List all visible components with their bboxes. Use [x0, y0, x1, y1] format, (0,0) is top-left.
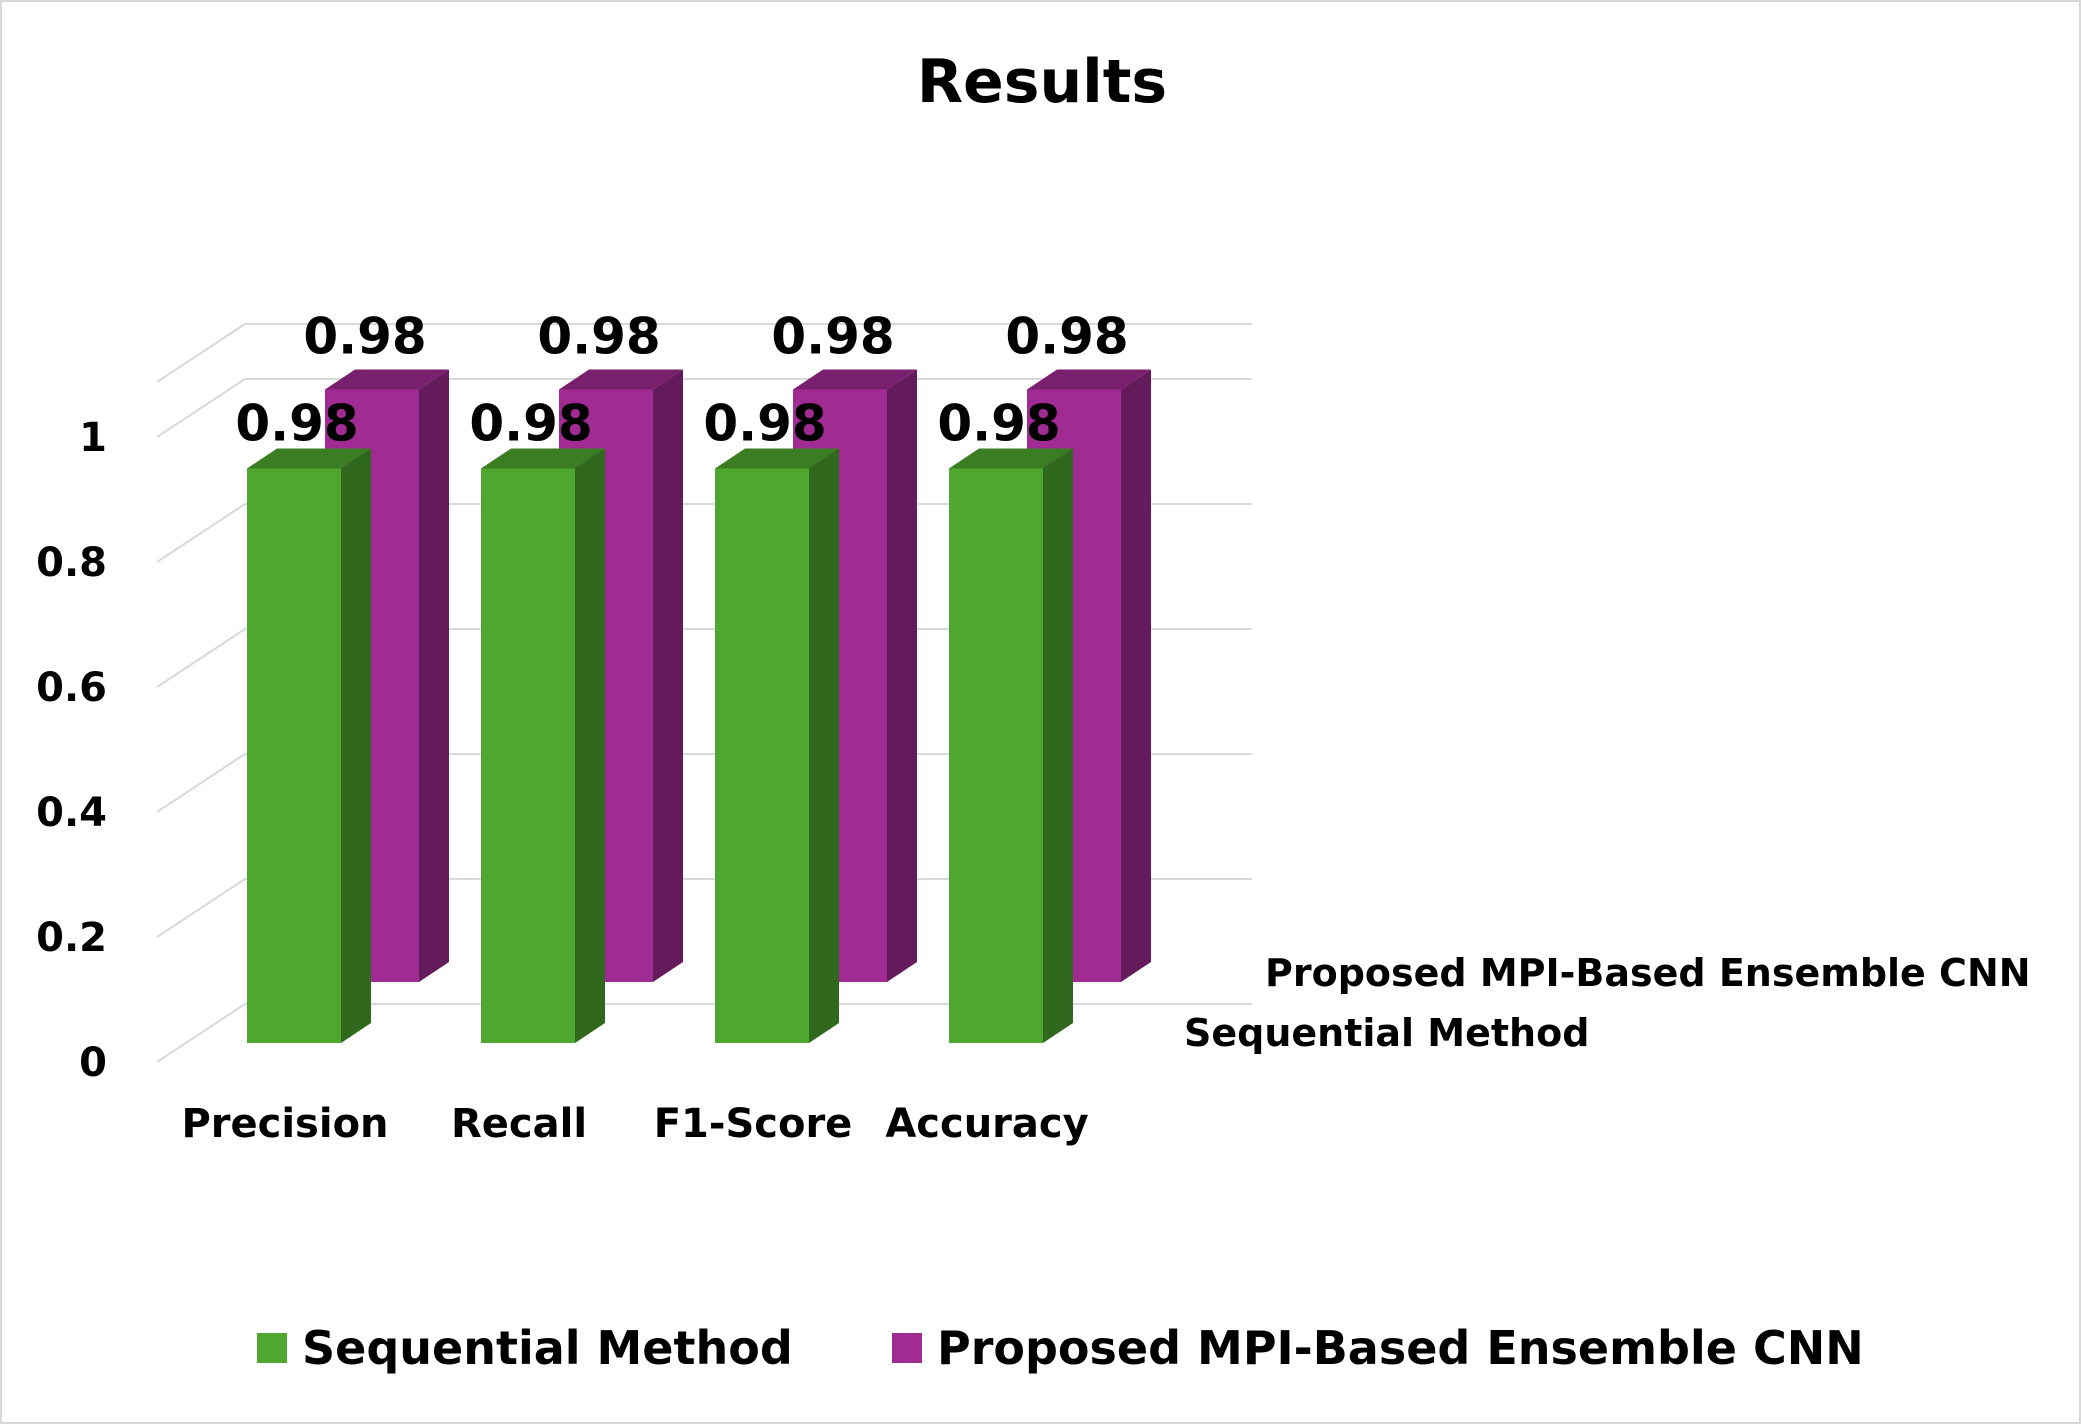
legend: Sequential Method Proposed MPI-Based Ense… — [257, 1321, 1864, 1375]
data-label-sequential: 0.98 — [937, 395, 1060, 453]
gridline-depth — [156, 323, 246, 383]
bar-top — [793, 369, 917, 390]
category-label: F1-Score — [654, 1101, 853, 1147]
category-label: Precision — [181, 1101, 388, 1147]
bar-top — [481, 448, 605, 469]
gridline-depth — [156, 628, 246, 688]
gridline-depth — [156, 1003, 246, 1063]
bar-top — [715, 448, 839, 469]
sequential-bars — [247, 448, 1073, 1043]
bar-side — [653, 369, 683, 982]
bar-side — [1043, 448, 1073, 1043]
y-axis: 0 0.2 0.4 0.6 0.8 1 — [36, 415, 107, 1086]
bar-top — [559, 369, 683, 390]
legend-swatch — [892, 1333, 922, 1363]
bar-side — [809, 448, 839, 1043]
y-tick-label: 1 — [79, 415, 107, 461]
bar-face — [481, 468, 575, 1043]
bar-top — [325, 369, 449, 390]
gridline-depth — [156, 503, 246, 563]
y-tick-label: 0.6 — [36, 665, 107, 711]
y-tick-label: 0.2 — [36, 915, 107, 961]
bar-side — [1121, 369, 1151, 982]
bar-face — [715, 468, 809, 1043]
legend-item: Sequential Method — [257, 1321, 793, 1375]
bar-top — [247, 448, 371, 469]
bar-side — [419, 369, 449, 982]
bar-top — [949, 448, 1073, 469]
data-labels: 0.98 0.98 0.98 0.98 0.98 0.98 0.98 0.98 — [235, 308, 1128, 453]
depth-label-proposed: Proposed MPI-Based Ensemble CNN — [1265, 951, 2031, 995]
legend-label: Sequential Method — [302, 1321, 793, 1375]
y-tick-label: 0 — [79, 1040, 107, 1086]
bar-side — [887, 369, 917, 982]
sequential-bar — [715, 448, 839, 1043]
sequential-bar — [247, 448, 371, 1043]
category-label: Accuracy — [885, 1101, 1088, 1147]
data-label-proposed: 0.98 — [303, 308, 426, 366]
data-label-proposed: 0.98 — [1005, 308, 1128, 366]
legend-swatch — [257, 1333, 287, 1363]
category-label: Recall — [451, 1101, 587, 1147]
data-label-proposed: 0.98 — [771, 308, 894, 366]
data-label-sequential: 0.98 — [469, 395, 592, 453]
legend-label: Proposed MPI-Based Ensemble CNN — [937, 1321, 1864, 1375]
legend-item: Proposed MPI-Based Ensemble CNN — [892, 1321, 1864, 1375]
y-tick-label: 0.8 — [36, 540, 107, 586]
data-label-sequential: 0.98 — [235, 395, 358, 453]
gridline-depth — [156, 378, 246, 438]
chart-title: Results — [917, 47, 1167, 117]
bar-face — [949, 468, 1043, 1043]
bar-side — [341, 448, 371, 1043]
data-label-proposed: 0.98 — [537, 308, 660, 366]
depth-label-sequential: Sequential Method — [1184, 1011, 1589, 1055]
bar-face — [247, 468, 341, 1043]
x-axis: Precision Recall F1-Score Accuracy — [181, 1101, 1088, 1147]
sequential-bar — [949, 448, 1073, 1043]
gridline-depth — [156, 753, 246, 813]
y-tick-label: 0.4 — [36, 790, 107, 836]
data-label-sequential: 0.98 — [703, 395, 826, 453]
bar-side — [575, 448, 605, 1043]
gridline-depth — [156, 878, 246, 938]
depth-axis: Sequential Method Proposed MPI-Based Ense… — [1184, 951, 2031, 1055]
bar-top — [1027, 369, 1151, 390]
sequential-bar — [481, 448, 605, 1043]
